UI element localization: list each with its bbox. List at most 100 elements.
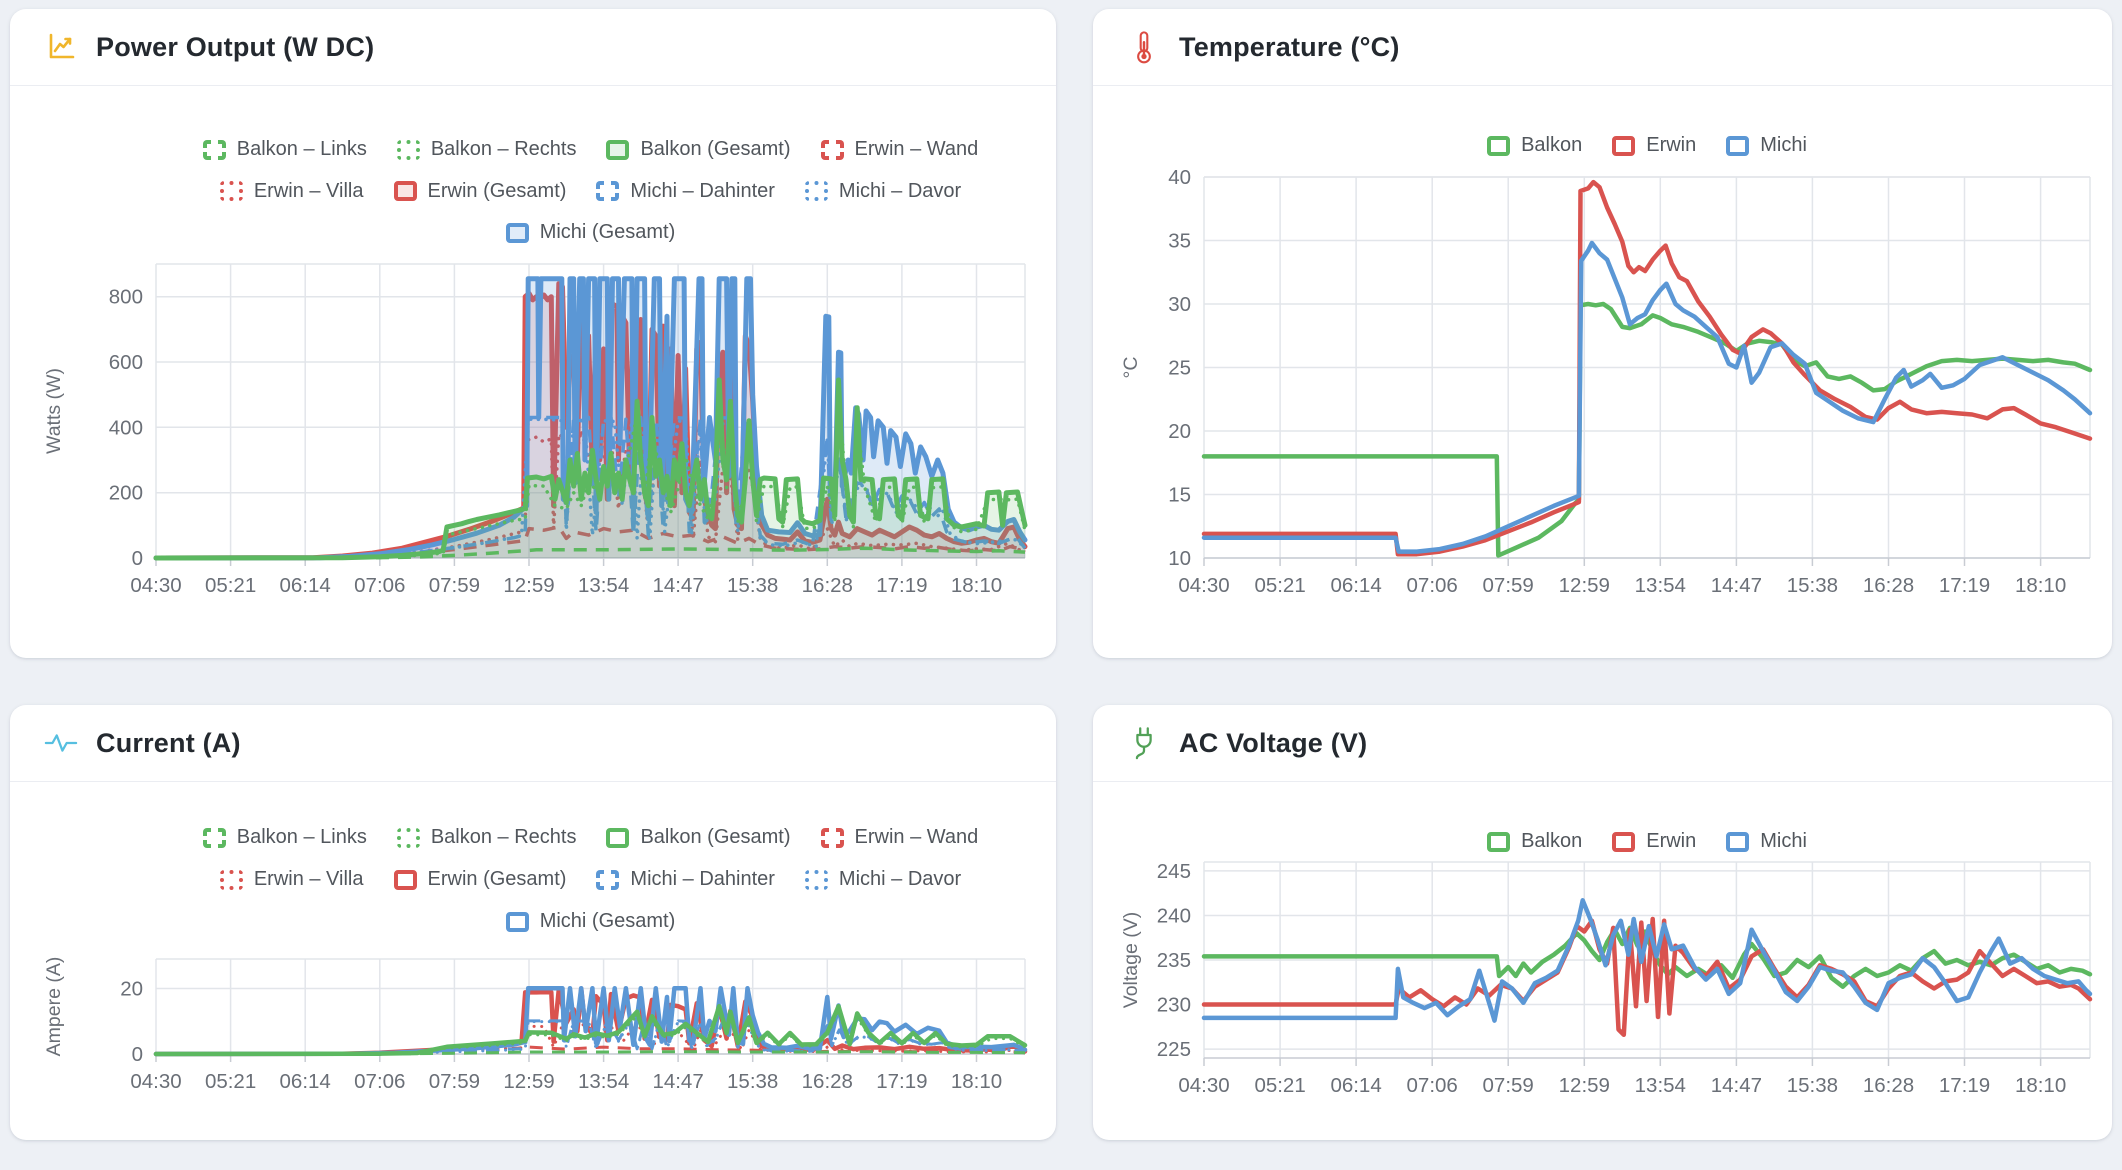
x-tick-label: 14:47 (1711, 574, 1762, 597)
current-chart-canvas[interactable]: 04:30 05:21 06:14 07:06 07:59 12:59 13:54 14:47… (10, 782, 1056, 1140)
legend-item-current-erwin-gesamt[interactable]: Erwin (Gesamt) (393, 868, 567, 891)
legend-row: Balkon Erwin Michi (1093, 830, 2112, 853)
legend-item-power-balkon-gesamt[interactable]: Balkon (Gesamt) (606, 138, 791, 161)
y-tick-label: 20 (1168, 420, 1191, 443)
legend-label: Erwin – Wand (854, 826, 979, 848)
x-tick-label: 05:21 (205, 574, 256, 597)
x-tick-label: 07:59 (1483, 574, 1534, 597)
x-tick-label: 12:59 (1559, 1074, 1610, 1097)
legend-row: Balkon – Links Balkon – Rechts Balkon (Ges… (10, 138, 1056, 161)
y-tick-label: 0 (132, 1043, 143, 1066)
legend-item-power-erwin-wand[interactable]: Erwin – Wand (820, 138, 978, 161)
y-tick-label: 235 (1157, 949, 1191, 972)
current-card-body: Balkon – Links Balkon – Rechts Balkon (Ges… (10, 782, 1056, 1140)
y-tick-label: 35 (1168, 230, 1191, 253)
y-tick-label: 240 (1157, 905, 1191, 928)
line-chart-icon (44, 30, 78, 64)
legend-label: Michi – Dahinter (630, 868, 775, 890)
y-axis-title: Ampere (A) (43, 957, 65, 1057)
legend-swatch (606, 139, 630, 160)
legend-swatch (505, 222, 529, 243)
y-axis-title: °C (1120, 357, 1142, 379)
y-tick-label: 15 (1168, 484, 1191, 507)
legend-item-temp-michi[interactable]: Michi (1726, 134, 1807, 157)
ac-voltage-card-body: Balkon Erwin Michi 04:30 05:21 06:14 07:06 07:… (1093, 782, 2112, 1140)
x-tick-label: 14:47 (652, 1070, 703, 1093)
current-card: Current (A) Balkon – Links Balkon – Recht… (10, 705, 1056, 1140)
series-line-balkon-rechts (154, 392, 1027, 560)
series-line-balkon-links (155, 546, 1026, 560)
legend-swatch (804, 869, 828, 890)
legend-item-temp-erwin[interactable]: Erwin (1612, 134, 1696, 157)
x-tick-label: 13:54 (1635, 574, 1686, 597)
legend-label: Erwin (Gesamt) (427, 868, 567, 890)
legend-item-temp-balkon[interactable]: Balkon (1487, 134, 1582, 157)
x-tick-label: 06:14 (1330, 574, 1381, 597)
x-tick-label: 05:21 (1254, 1074, 1305, 1097)
legend-swatch (1612, 135, 1636, 156)
legend-item-current-erwin-villa[interactable]: Erwin – Villa (219, 868, 364, 891)
legend-swatch (820, 139, 844, 160)
legend-item-power-erwin-villa[interactable]: Erwin – Villa (219, 180, 364, 203)
legend-row: Erwin – Villa Erwin (Gesamt) Michi – Dahin… (10, 180, 1056, 203)
y-tick-label: 225 (1157, 1038, 1191, 1061)
legend-label: Michi – Davor (838, 179, 962, 202)
legend-item-current-michi-dahinter[interactable]: Michi – Dahinter (596, 868, 775, 891)
y-tick-label: 400 (109, 416, 143, 439)
x-tick-label: 13:54 (578, 1070, 629, 1093)
x-tick-label: 15:38 (1787, 574, 1838, 597)
legend-swatch (396, 827, 420, 848)
temperature-card-header: Temperature (°C) (1093, 9, 2112, 86)
power-output-card: Power Output (W DC) Balkon – Links Balkon… (10, 9, 1056, 658)
legend-item-current-balkon-gesamt[interactable]: Balkon (Gesamt) (606, 826, 791, 849)
legend-item-current-erwin-wand[interactable]: Erwin – Wand (820, 826, 979, 849)
legend-item-power-michi-davor[interactable]: Michi – Davor (804, 179, 962, 203)
legend-item-power-michi-dahinter[interactable]: Michi – Dahinter (596, 180, 775, 203)
legend-item-voltage-balkon[interactable]: Balkon (1487, 830, 1582, 853)
current-card-header: Current (A) (10, 705, 1056, 782)
x-tick-label: 16:28 (1863, 574, 1914, 597)
power-card-body: Balkon – Links Balkon – Rechts Balkon (Ges… (10, 86, 1056, 658)
x-tick-label: 17:19 (876, 1070, 927, 1093)
legend-item-current-michi-davor[interactable]: Michi – Davor (804, 868, 961, 891)
x-tick-label: 07:59 (1483, 1074, 1534, 1097)
legend-item-power-michi-gesamt[interactable]: Michi (Gesamt) (505, 221, 675, 244)
x-tick-label: 04:30 (1178, 574, 1229, 597)
series-line-erwin-wand (155, 525, 1026, 560)
series-line-balkon-gesamt (153, 377, 1028, 561)
legend-label: Erwin – Villa (253, 868, 364, 890)
series-line-balkon-links (155, 1050, 1026, 1056)
ac-voltage-chart-canvas[interactable]: 04:30 05:21 06:14 07:06 07:59 12:59 13:54 14:47… (1093, 782, 2112, 1140)
legend-label: Michi (1760, 830, 1807, 852)
x-tick-label: 18:10 (951, 574, 1002, 597)
legend-item-voltage-michi[interactable]: Michi (1726, 830, 1807, 853)
y-axis-title: Watts (W) (43, 368, 65, 454)
x-tick-label: 12:59 (503, 574, 554, 597)
legend-swatch (1726, 831, 1750, 852)
legend-item-current-michi-gesamt[interactable]: Michi (Gesamt) (505, 910, 676, 933)
power-chart-canvas[interactable]: 04:30 05:21 06:14 07:06 07:59 12:59 13:54 14:47… (10, 86, 1056, 658)
legend-item-voltage-erwin[interactable]: Erwin (1612, 830, 1696, 853)
x-tick-label: 14:47 (1711, 1074, 1762, 1097)
pulse-icon (44, 726, 78, 760)
legend-row: Balkon – Links Balkon – Rechts Balkon (Ges… (10, 826, 1056, 849)
legend-label: Michi (Gesamt) (539, 910, 676, 932)
legend-item-power-balkon-links[interactable]: Balkon – Links (202, 138, 367, 161)
legend-row: Balkon Erwin Michi (1093, 134, 2112, 157)
legend-label: Balkon – Rechts (430, 138, 577, 160)
x-tick-label: 17:19 (1939, 574, 1990, 597)
legend-item-current-balkon-links[interactable]: Balkon – Links (202, 826, 367, 849)
legend-item-current-balkon-rechts[interactable]: Balkon – Rechts (396, 826, 576, 849)
legend-label: Balkon (Gesamt) (640, 138, 791, 160)
temperature-chart-canvas[interactable]: 04:30 05:21 06:14 07:06 07:59 12:59 13:54 14:47… (1093, 86, 2112, 658)
legend-item-power-balkon-rechts[interactable]: Balkon – Rechts (396, 138, 577, 161)
thermometer-icon (1127, 30, 1161, 64)
x-tick-label: 13:54 (1635, 1074, 1686, 1097)
series-line-erwin-villa (154, 1022, 1027, 1056)
legend-row: Michi (Gesamt) (10, 221, 1056, 244)
legend-swatch (505, 911, 529, 932)
series-line-michi (1201, 898, 2093, 1023)
legend-item-power-erwin-gesamt[interactable]: Erwin (Gesamt) (393, 180, 566, 203)
x-tick-label: 05:21 (1254, 574, 1305, 597)
legend-label: Michi (1760, 134, 1807, 156)
